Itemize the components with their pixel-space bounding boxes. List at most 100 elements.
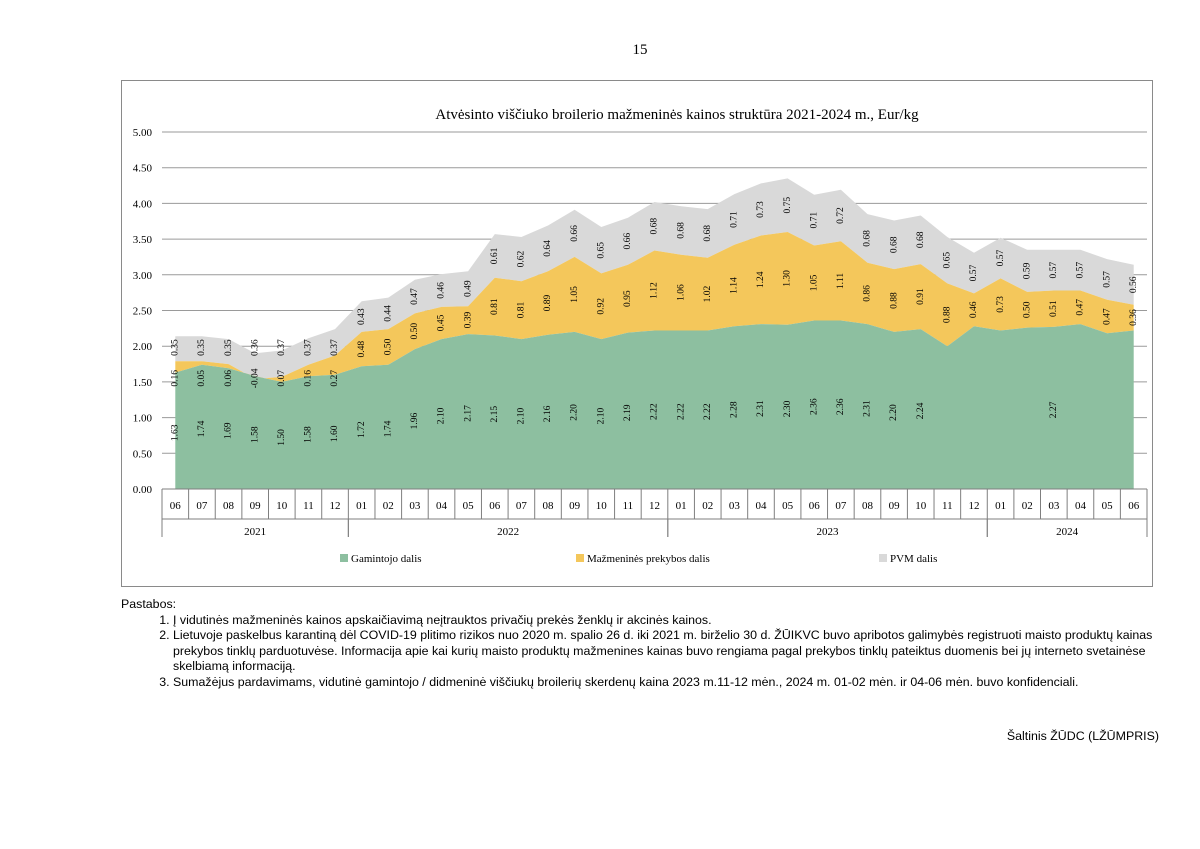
x-month-label: 10 [596, 500, 608, 512]
source-text: Šaltinis ŽŪDC (LŽŪMPRIS) [1006, 729, 1159, 743]
x-month-label: 04 [1075, 500, 1087, 512]
data-label-gamintojo: 2.22 [703, 403, 713, 420]
legend-label: PVM dalis [890, 553, 937, 565]
data-label-pvm: 0.37 [330, 339, 340, 356]
data-label-pvm: 0.35 [224, 339, 234, 356]
data-label-gamintojo: 2.15 [490, 406, 500, 423]
x-month-label: 06 [170, 500, 182, 512]
data-label-mazmenines: 0.06 [224, 370, 234, 387]
data-label-pvm: 0.73 [756, 201, 766, 218]
data-label-mazmenines: 0.95 [623, 290, 633, 307]
data-label-pvm: 0.64 [543, 240, 553, 257]
x-year-label: 2022 [497, 526, 519, 538]
data-label-gamintojo: 2.22 [650, 403, 660, 420]
x-month-label: 04 [755, 500, 767, 512]
x-month-label: 11 [623, 500, 634, 512]
chart: Atvėsinto viščiuko broilerio mažmeninės … [133, 107, 1148, 565]
data-label-pvm: 0.57 [969, 264, 979, 281]
data-label-gamintojo: 1.96 [410, 412, 420, 429]
y-tick-label: 1.00 [133, 413, 153, 425]
data-label-mazmenines: 0.48 [357, 341, 367, 358]
x-month-label: 02 [702, 500, 713, 512]
data-label-gamintojo: 2.30 [783, 400, 793, 417]
y-tick-label: 2.00 [133, 341, 153, 353]
legend-swatch [576, 554, 584, 562]
data-label-mazmenines: 1.05 [809, 274, 819, 291]
y-tick-label: 0.50 [133, 448, 153, 460]
x-year-label: 2024 [1056, 526, 1079, 538]
data-label-pvm: 0.68 [676, 222, 686, 239]
data-label-mazmenines: 0.81 [517, 302, 527, 319]
x-month-label: 12 [968, 500, 979, 512]
data-label-gamintojo: 1.69 [224, 422, 234, 439]
data-label-pvm: 0.57 [1076, 262, 1086, 279]
data-label-mazmenines: 0.16 [171, 370, 181, 387]
x-month-label: 07 [196, 500, 208, 512]
data-label-pvm: 0.68 [889, 236, 899, 253]
data-label-mazmenines: 0.73 [996, 296, 1006, 313]
data-label-pvm: 0.71 [809, 212, 819, 229]
data-label-gamintojo: 2.20 [889, 404, 899, 421]
data-label-pvm: 0.37 [277, 339, 287, 356]
chart-frame: Atvėsinto viščiuko broilerio mažmeninės … [121, 80, 1153, 587]
x-month-label: 08 [543, 500, 555, 512]
x-month-label: 01 [356, 500, 367, 512]
data-label-gamintojo: 2.22 [676, 403, 686, 420]
data-label-pvm: 0.43 [357, 308, 367, 325]
x-month-label: 07 [835, 500, 847, 512]
data-label-gamintojo: 1.72 [357, 421, 367, 438]
data-label-gamintojo: 2.17 [463, 405, 473, 422]
legend-swatch [340, 554, 348, 562]
y-tick-label: 4.50 [133, 163, 153, 175]
data-label-pvm: 0.35 [197, 339, 207, 356]
data-label-mazmenines: 0.05 [197, 370, 207, 387]
x-month-label: 02 [383, 500, 394, 512]
data-label-gamintojo: 2.36 [809, 398, 819, 415]
y-tick-label: 5.00 [133, 127, 153, 139]
data-label-pvm: 0.47 [410, 288, 420, 305]
data-label-gamintojo: 2.10 [517, 407, 527, 424]
data-label-pvm: 0.57 [1049, 262, 1059, 279]
data-label-gamintojo: 2.31 [756, 400, 766, 417]
data-label-mazmenines: -0.04 [250, 368, 260, 388]
x-month-label: 06 [809, 500, 821, 512]
note-item: Sumažėjus pardavimams, vidutinė gamintoj… [173, 675, 1161, 691]
x-month-label: 12 [330, 500, 341, 512]
data-label-pvm: 0.57 [1102, 271, 1112, 288]
notes-heading: Pastabos: [121, 597, 177, 611]
data-label-gamintojo: 1.58 [250, 426, 260, 443]
data-label-mazmenines: 0.88 [942, 306, 952, 323]
data-label-pvm: 0.46 [437, 282, 447, 299]
data-label-gamintojo: 1.63 [170, 424, 180, 441]
chart-title: Atvėsinto viščiuko broilerio mažmeninės … [435, 107, 919, 123]
area-mazmenines-prekybos-dalis [175, 232, 1134, 382]
data-label-mazmenines: 0.45 [437, 314, 447, 331]
data-label-mazmenines: 0.47 [1076, 299, 1086, 316]
x-month-label: 03 [729, 500, 741, 512]
x-month-label: 05 [782, 500, 794, 512]
x-month-label: 02 [1022, 500, 1033, 512]
data-label-gamintojo: 1.74 [197, 420, 207, 437]
data-label-pvm: 0.59 [1022, 262, 1032, 279]
data-label-mazmenines: 0.50 [410, 323, 420, 340]
x-month-label: 09 [250, 500, 261, 512]
data-label-mazmenines: 1.02 [703, 285, 713, 302]
x-month-label: 08 [862, 500, 874, 512]
data-label-pvm: 0.44 [383, 305, 393, 322]
data-label-gamintojo: 2.10 [597, 407, 607, 424]
data-label-mazmenines: 1.11 [836, 273, 846, 290]
data-label-mazmenines: 0.50 [384, 338, 394, 355]
data-label-pvm: 0.68 [703, 225, 713, 242]
x-month-label: 10 [276, 500, 288, 512]
legend-label: Mažmeninės prekybos dalis [587, 553, 710, 565]
data-label-mazmenines: 0.91 [916, 288, 926, 305]
data-label-gamintojo: 2.28 [730, 401, 740, 418]
data-label-mazmenines: 0.92 [597, 298, 607, 315]
x-month-label: 05 [1102, 500, 1114, 512]
data-label-pvm: 0.65 [596, 242, 606, 259]
data-label-mazmenines: 0.86 [863, 285, 873, 302]
data-label-gamintojo: 2.20 [570, 404, 580, 421]
data-label-pvm: 0.66 [570, 225, 580, 242]
data-label-mazmenines: 0.39 [463, 311, 473, 328]
x-month-label: 10 [915, 500, 927, 512]
